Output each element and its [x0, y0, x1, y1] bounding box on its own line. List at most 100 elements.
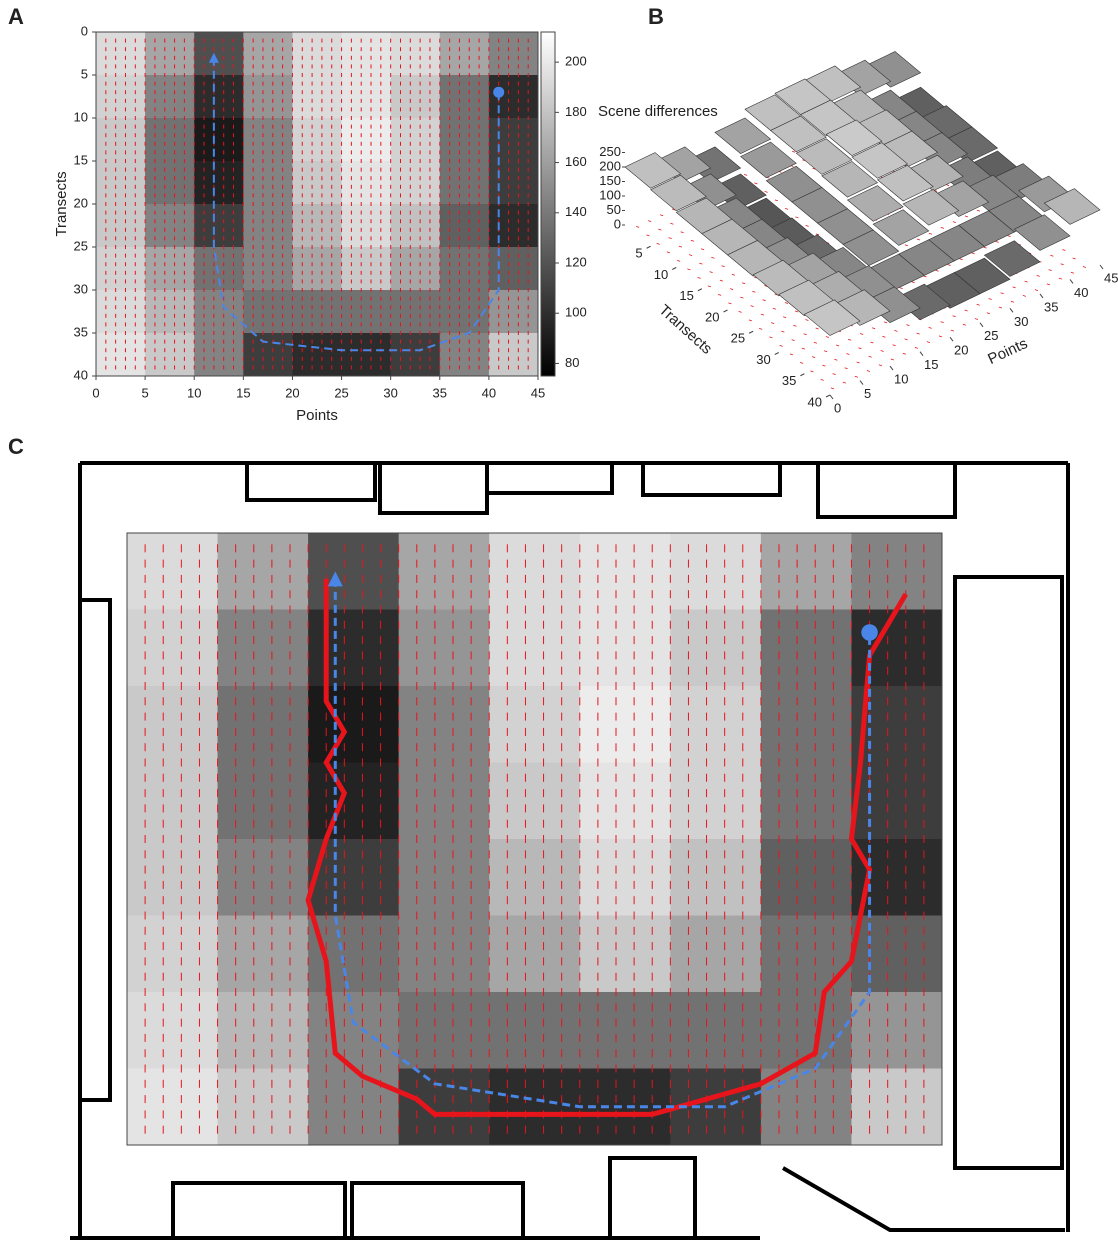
- heat-cell: [398, 839, 490, 916]
- colorbar-tick-label: 80: [565, 355, 579, 370]
- flow-vector: [717, 293, 722, 296]
- flow-vector: [687, 268, 691, 271]
- flow-vector: [1072, 257, 1076, 260]
- flow-vector: [923, 275, 927, 278]
- heat-cell: [194, 333, 244, 377]
- x-tick-label: 30: [1014, 314, 1028, 329]
- flow-vector: [916, 332, 920, 335]
- colorbar: [540, 31, 556, 377]
- surface-tile: [842, 229, 900, 267]
- heat-cell: [145, 161, 195, 205]
- flow-vector: [890, 358, 895, 361]
- flow-vector: [971, 252, 975, 255]
- heat-cell: [579, 609, 671, 687]
- surface-tile: [1043, 188, 1101, 225]
- heat-cell: [488, 32, 539, 76]
- flow-vector: [914, 347, 919, 349]
- heat-cell: [489, 762, 581, 840]
- flow-vector: [731, 273, 736, 276]
- flow-vector: [697, 276, 701, 279]
- heat-cell: [579, 992, 671, 1069]
- heat-cell: [579, 839, 671, 916]
- end-marker: [861, 624, 878, 641]
- flow-vector: [1010, 300, 1015, 303]
- heat-cell: [439, 118, 490, 162]
- y-tick: [697, 288, 703, 292]
- z-axis-title: Scene differences: [598, 103, 718, 120]
- flow-vector: [795, 216, 799, 219]
- surface-tile: [1013, 214, 1071, 251]
- heat-cell: [488, 247, 539, 291]
- x-tick: [1099, 264, 1104, 270]
- flow-vector: [964, 215, 969, 218]
- heat-cell: [145, 247, 195, 291]
- surface-tile: [803, 299, 861, 336]
- flow-vector: [784, 302, 789, 304]
- heat-cell: [308, 762, 400, 840]
- x-tick-label: 15: [236, 385, 250, 400]
- flow-vector: [781, 330, 785, 333]
- heat-cell: [439, 161, 490, 205]
- heat-cell: [217, 1068, 309, 1146]
- flow-vector: [656, 242, 660, 245]
- heat-cell: [145, 290, 195, 334]
- heat-cell: [579, 686, 671, 763]
- flow-vector: [964, 309, 968, 312]
- heat-cell: [439, 290, 490, 334]
- x-tick: [919, 351, 924, 356]
- x-tick-label: 20: [954, 343, 968, 358]
- heat-cell: [398, 915, 490, 993]
- plot-frame: [126, 532, 943, 1146]
- y-tick-label: 10: [654, 267, 668, 282]
- y-tick-label: 0: [81, 23, 88, 38]
- colorbar-tick-label: 180: [565, 104, 587, 119]
- heat-cell: [670, 533, 762, 610]
- flow-vector: [764, 190, 768, 193]
- heat-cell: [308, 992, 400, 1069]
- flow-vector: [1000, 292, 1004, 295]
- heat-cell: [760, 686, 852, 763]
- flow-vector: [940, 321, 944, 323]
- z-tick-label: 150: [599, 173, 621, 188]
- flow-vector: [1012, 286, 1016, 289]
- y-tick-label: 35: [782, 373, 796, 388]
- flow-vector: [666, 251, 671, 254]
- y-tick-label: 30: [74, 281, 88, 296]
- flow-vector: [770, 322, 775, 324]
- flow-vector: [926, 341, 931, 344]
- y-tick: [800, 373, 805, 377]
- x-tick-label: 20: [285, 385, 299, 400]
- x-tick: [1039, 293, 1044, 299]
- flow-vector: [823, 350, 828, 353]
- surface-tile: [872, 209, 930, 246]
- heat-cell: [489, 1068, 581, 1146]
- flow-vector: [983, 246, 987, 249]
- heat-cell: [439, 247, 490, 291]
- heat-cell: [341, 290, 392, 334]
- flow-vector: [842, 381, 847, 384]
- flow-vector: [846, 353, 850, 355]
- flow-vector: [791, 150, 796, 153]
- heat-cell: [127, 609, 219, 687]
- heat-cell: [398, 686, 490, 763]
- flow-vector: [959, 258, 963, 261]
- heat-cell: [127, 992, 219, 1069]
- flow-vector: [760, 313, 765, 316]
- flow-vector: [738, 310, 742, 313]
- x-tick-label: 30: [383, 385, 397, 400]
- colorbar-tick-label: 200: [565, 54, 587, 69]
- heat-cell: [292, 161, 343, 205]
- flow-vector: [658, 228, 662, 231]
- flow-vector: [748, 319, 753, 322]
- heat-cell: [390, 204, 441, 248]
- surface-tile: [876, 164, 934, 202]
- heat-cell: [488, 333, 539, 377]
- flow-vector: [676, 259, 681, 262]
- y-tick-label: 25: [731, 331, 745, 346]
- heat-cell: [670, 609, 762, 687]
- heat-cell: [96, 161, 146, 205]
- z-tick-label: 50: [607, 202, 621, 217]
- flow-vector: [670, 222, 674, 225]
- colorbar-tick-label: 140: [565, 204, 587, 219]
- flow-vector: [962, 323, 967, 326]
